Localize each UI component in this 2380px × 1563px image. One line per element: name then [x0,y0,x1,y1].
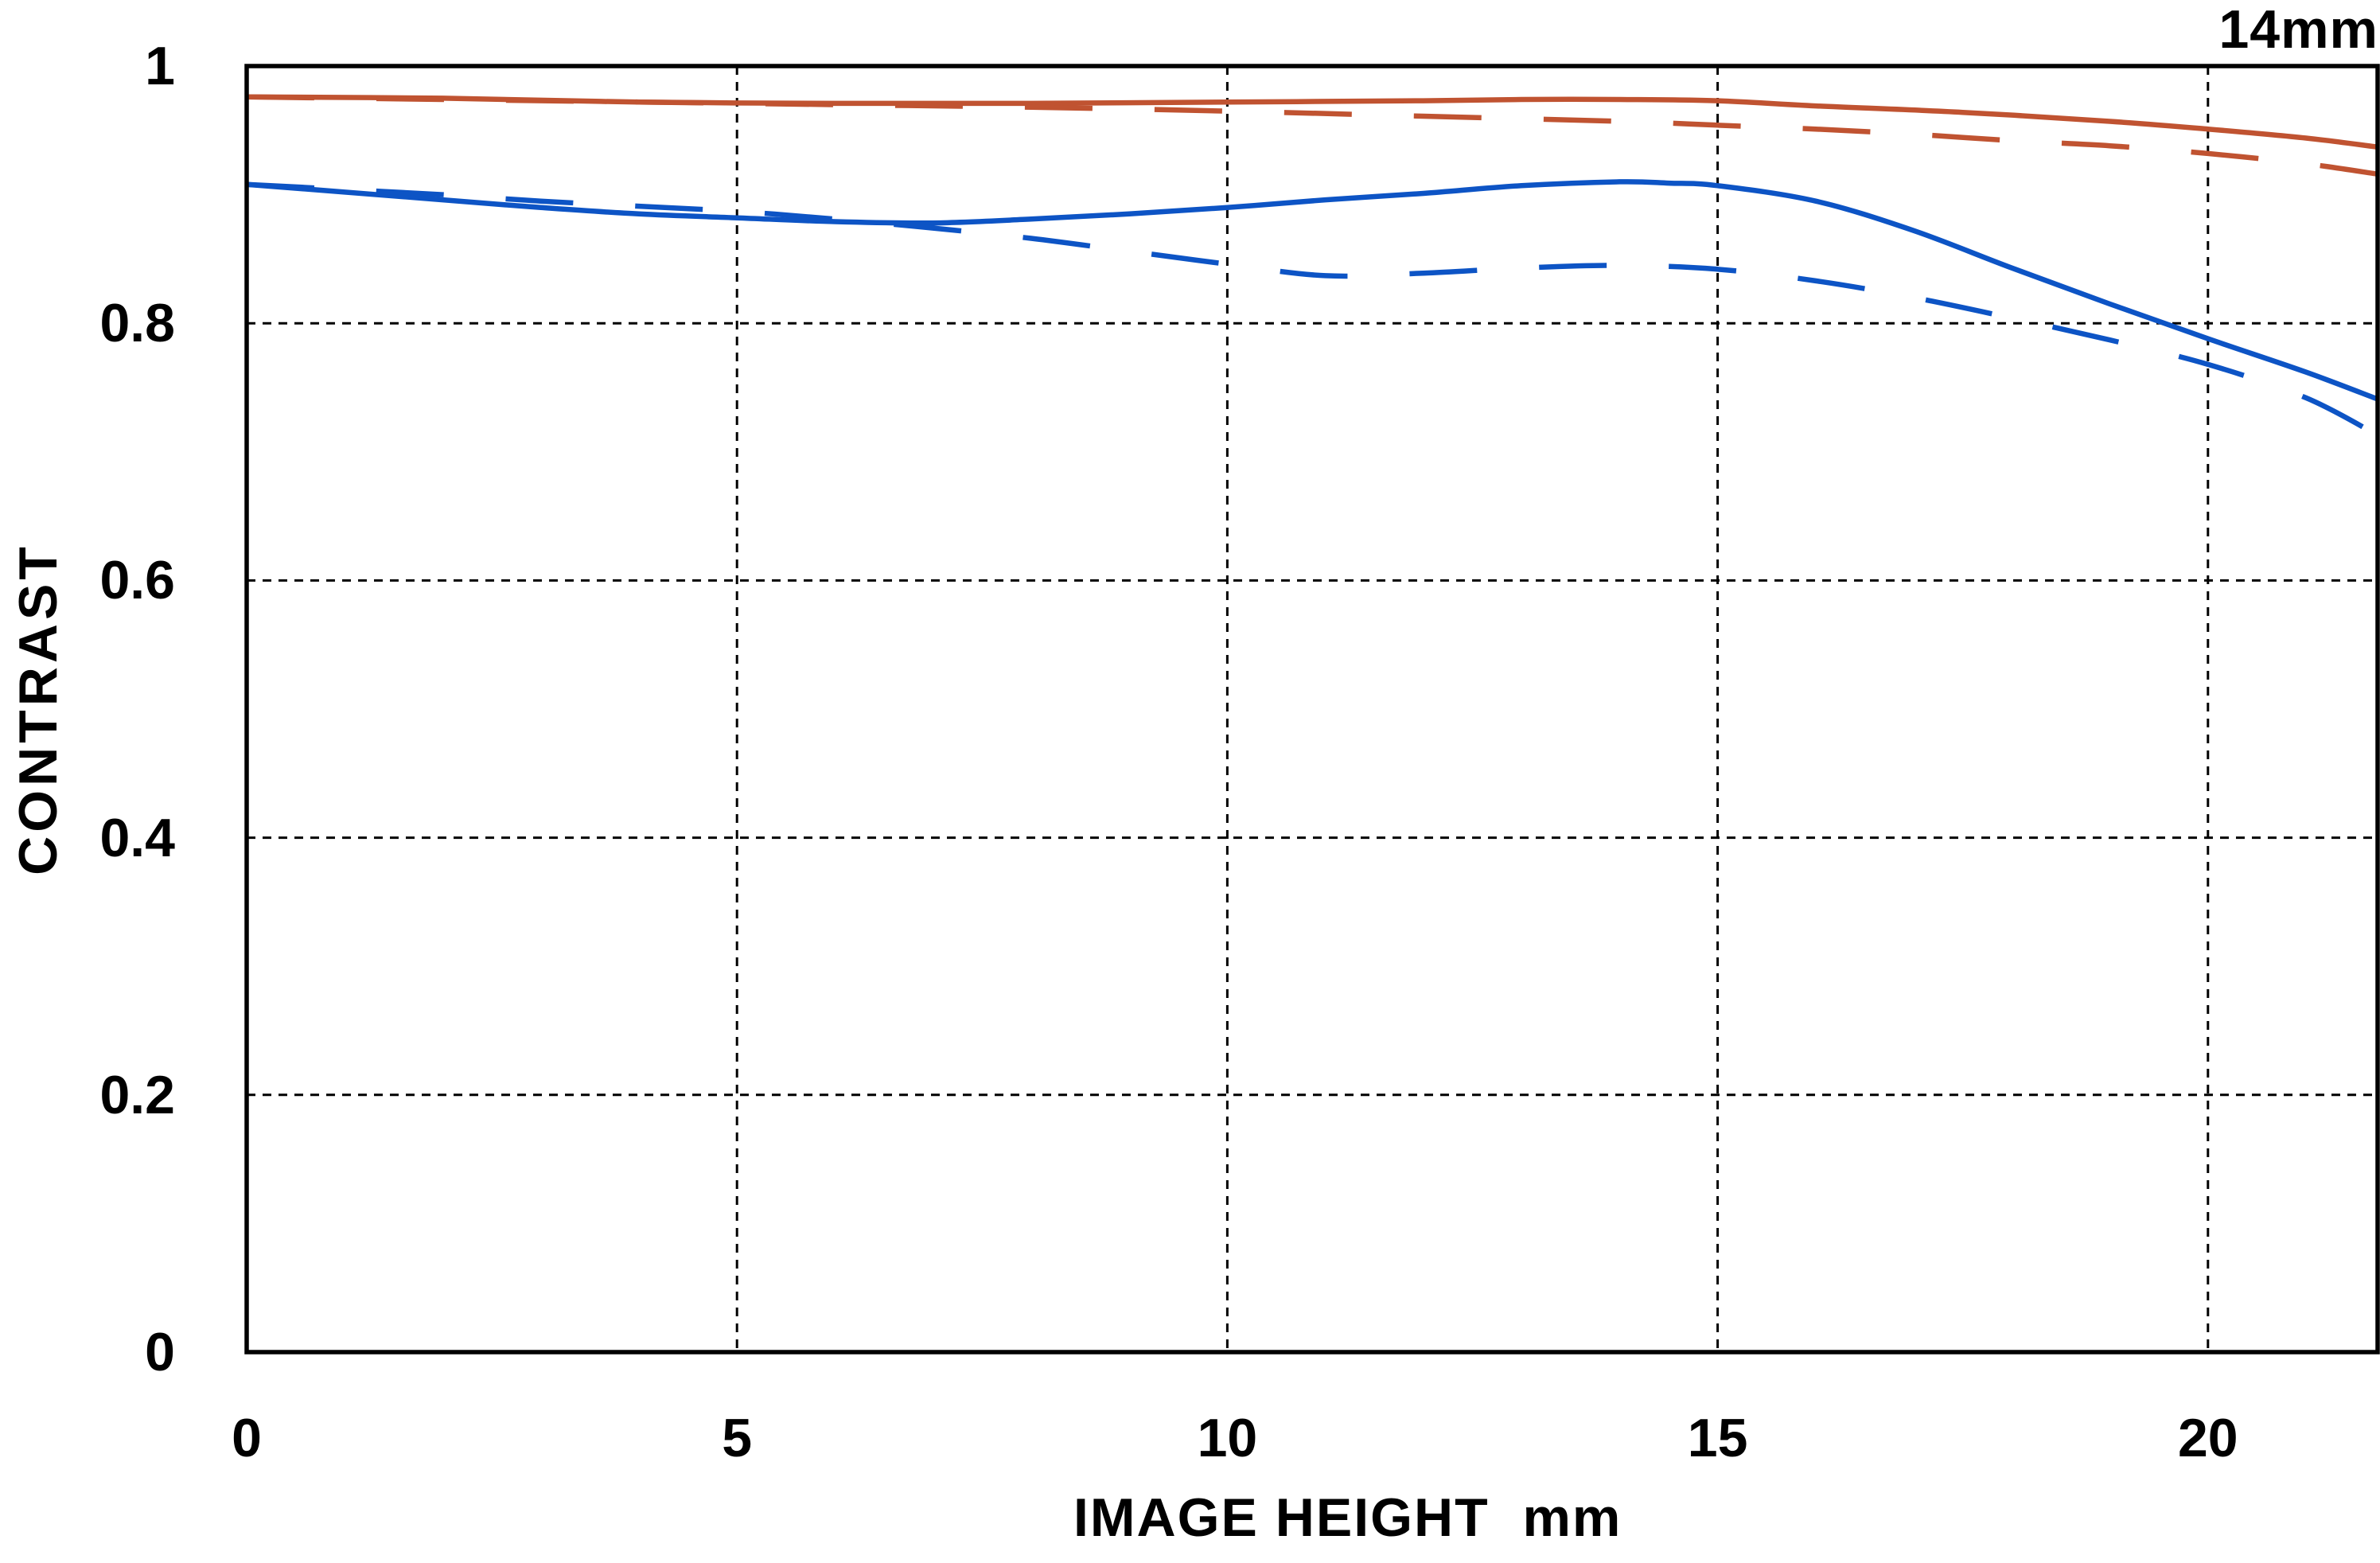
y-tick-label: 0 [145,1322,175,1382]
x-tick-label: 10 [1197,1408,1258,1468]
curve-blue-dashed [247,181,2378,438]
x-tick-label: 0 [232,1408,262,1468]
y-tick-label: 0.2 [99,1064,175,1125]
plot-border [244,64,2380,1354]
focal-length-label: 14mm [2218,0,2378,60]
x-axis-title: IMAGE HEIGHT mm [1073,1487,1622,1548]
x-tick-label: 15 [1687,1408,1748,1468]
curve-red-dashed [247,94,2378,177]
y-tick-label: 0.6 [99,550,175,611]
y-tick-label: 0.4 [99,807,175,868]
y-tick-label: 0.8 [99,293,175,354]
x-tick-label: 5 [722,1408,753,1468]
curve-blue-solid [247,179,2378,402]
y-tick-label: 1 [145,36,175,96]
x-tick-label: 20 [2177,1408,2238,1468]
curve-red-solid [247,94,2378,150]
